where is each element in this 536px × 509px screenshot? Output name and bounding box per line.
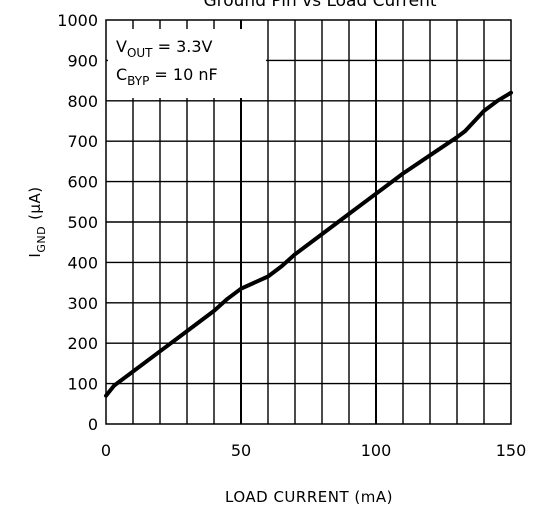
ground-current-line: [104, 90, 513, 398]
y-tick-label: 300: [67, 294, 98, 313]
x-tick-labels: 0 50 100 150: [101, 441, 526, 460]
cbyp-annotation: CBYP = 10 nF: [116, 65, 218, 88]
cbyp-rest: = 10 nF: [149, 65, 217, 84]
y-tick-label: 500: [67, 213, 98, 232]
y-label-sub: GND: [35, 226, 48, 253]
condition-annotation: VOUT = 3.3V CBYP = 10 nF: [108, 29, 266, 98]
vout-rest: = 3.3V: [153, 37, 213, 56]
cbyp-main: C: [116, 65, 127, 84]
chart-title: Ground Pin vs Load Current: [203, 0, 436, 11]
vout-main: V: [116, 37, 127, 56]
y-label-main: I: [26, 253, 44, 258]
y-tick-label: 0: [88, 415, 98, 434]
x-tick-label: 50: [231, 441, 251, 460]
y-tick-label: 1000: [57, 11, 98, 30]
x-tick-label: 150: [496, 441, 527, 460]
y-tick-label: 100: [67, 375, 98, 394]
vout-annotation: VOUT = 3.3V: [116, 37, 213, 60]
cbyp-sub: BYP: [127, 74, 149, 88]
y-tick-labels: 0 100 200 300 400 500 600 700 800 900 1000: [57, 11, 98, 434]
y-label-unit: (μA): [26, 186, 44, 220]
y-axis-label: IGND (μA): [26, 186, 48, 257]
grid-lines: [106, 20, 511, 424]
x-tick-label: 100: [361, 441, 392, 460]
y-tick-label: 700: [67, 132, 98, 151]
y-tick-label: 400: [67, 253, 98, 272]
annotation-box: [108, 29, 266, 98]
x-axis-label: LOAD CURRENT (mA): [225, 488, 393, 506]
y-tick-label: 200: [67, 334, 98, 353]
y-tick-label: 900: [67, 51, 98, 70]
vout-sub: OUT: [127, 46, 153, 60]
y-tick-label: 600: [67, 173, 98, 192]
y-tick-label: 800: [67, 92, 98, 111]
x-tick-label: 0: [101, 441, 111, 460]
plot-frame: [105, 19, 512, 425]
